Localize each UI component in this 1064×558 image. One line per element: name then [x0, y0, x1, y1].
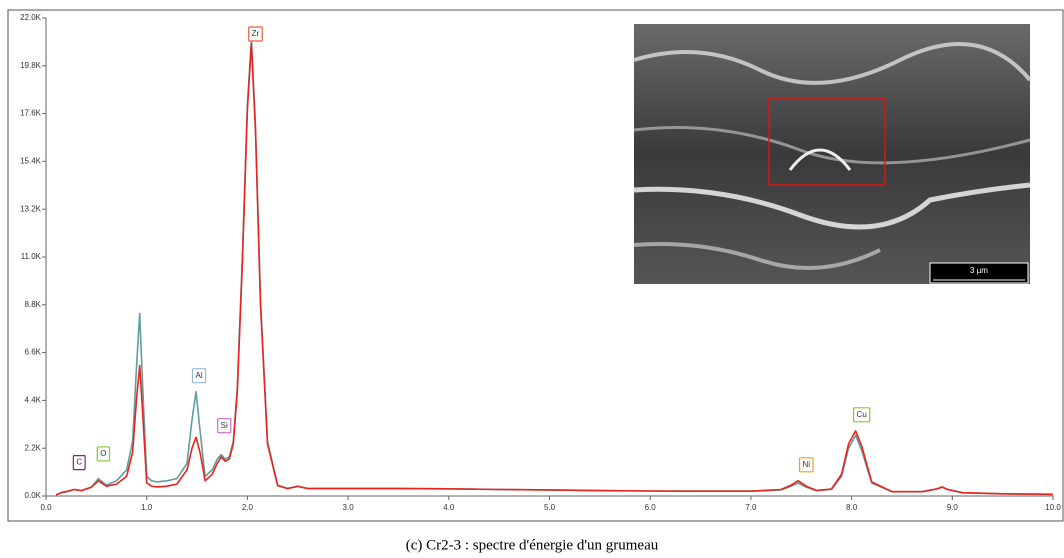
y-tick-label: 22.0K — [20, 13, 42, 22]
y-tick-label: 11.0K — [21, 252, 42, 261]
plot-area: 0.0K 2.2K 4.4K 6.6K 8.8K 11.0K 13.2K 15.4K 17.6K… — [20, 13, 1061, 512]
x-tick-label: 5.0 — [544, 503, 556, 512]
x-tick-label: 7.0 — [745, 503, 757, 512]
element-label-text: Ni — [803, 460, 811, 469]
element-label-text: Cu — [857, 410, 867, 419]
element-label-box — [798, 457, 814, 473]
element-label-text: C — [76, 458, 82, 467]
x-tick-label: 4.0 — [443, 503, 455, 512]
inset-image: 3 µm — [633, 24, 1032, 284]
element-label: Cu — [852, 407, 871, 423]
element-label: Zr — [248, 26, 263, 42]
y-tick-label: 2.2K — [25, 443, 42, 452]
y-tick-label: 6.6K — [25, 348, 42, 357]
x-tick-label: 9.0 — [947, 503, 959, 512]
scale-bar-label: 3 µm — [970, 266, 988, 275]
element-label: Si — [217, 418, 232, 434]
element-label-box — [217, 418, 232, 434]
element-label: Al — [191, 368, 207, 384]
plot-frame — [7, 9, 1064, 522]
element-label-box — [248, 26, 263, 42]
x-tick-label: 0.0 — [40, 503, 52, 512]
y-tick-label: 17.6K — [20, 109, 42, 118]
element-label: C — [72, 455, 86, 471]
spectrum-line — [55, 43, 1054, 496]
x-tick-label: 8.0 — [846, 503, 858, 512]
x-tick-label: 3.0 — [343, 503, 355, 512]
y-tick-label: 13.2K — [20, 204, 42, 213]
element-label-text: O — [100, 449, 106, 458]
element-label: Ni — [798, 457, 814, 473]
x-tick-label: 2.0 — [242, 503, 254, 512]
y-tick-label: 8.8K — [25, 300, 42, 309]
element-label-text: Al — [196, 371, 203, 380]
caption: (c) Cr2-3 : spectre d'énergie d'un grume… — [406, 537, 659, 553]
element-label-box — [96, 446, 111, 462]
element-label-box — [852, 407, 871, 423]
element-label-box — [72, 455, 86, 471]
y-tick-label: 4.4K — [25, 396, 42, 405]
y-tick-label: 15.4K — [20, 157, 42, 166]
element-label-box — [191, 368, 207, 384]
x-tick-label: 1.0 — [141, 503, 153, 512]
element-label-text: Zr — [252, 29, 260, 38]
x-tick-label: 10.0 — [1045, 503, 1061, 512]
element-label: O — [96, 446, 111, 462]
x-tick-label: 6.0 — [645, 503, 657, 512]
y-tick-label: 0.0K — [25, 491, 42, 500]
element-label-text: Si — [221, 421, 228, 430]
y-tick-label: 19.8K — [20, 61, 42, 70]
